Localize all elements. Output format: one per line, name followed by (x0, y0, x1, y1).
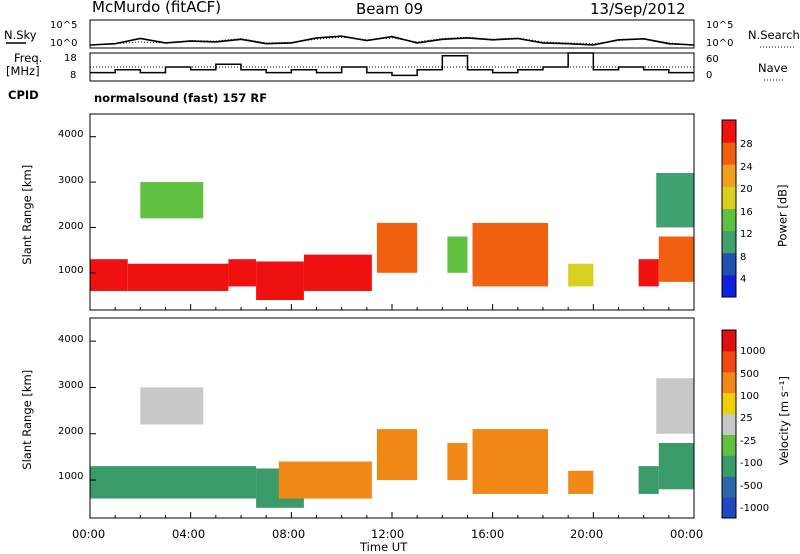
freq-left-label: Freq. (14, 51, 43, 65)
velocity-panel-cell (638, 466, 659, 494)
power-colorbar-frame (721, 119, 737, 298)
power-ytick-1000: 1000 (58, 265, 84, 276)
power-colorbar-swatch (722, 230, 736, 254)
noise-right-tick-bottom: 10^0 (706, 38, 734, 49)
velocity-cbar-tick-100: 100 (740, 391, 760, 402)
velocity-ytick-1000: 1000 (58, 471, 84, 482)
velocity-panel-cell (447, 443, 468, 481)
velocity-panel-cell (472, 429, 549, 494)
xtick-0800: 08:00 (272, 527, 306, 541)
xaxis-label: Time UT (360, 540, 408, 554)
power-panel-cell (228, 259, 257, 287)
noise-series-line (89, 36, 695, 46)
velocity-panel-cell (656, 378, 694, 434)
noise-panel-frame (89, 19, 695, 49)
velocity-colorbar-swatch (722, 371, 736, 394)
power-ytick-3000: 3000 (58, 175, 84, 186)
cpid-label: CPID (8, 88, 39, 102)
power-panel-cell (140, 182, 204, 219)
velocity-colorbar-swatch (722, 413, 736, 435)
power-colorbar-swatch (722, 252, 736, 276)
beam-title: Beam 09 (356, 0, 424, 18)
xtick-1600: 16:00 (471, 527, 505, 541)
velocity-cbar-tick-neg1000: -1000 (740, 503, 770, 514)
power-colorbar-swatch (722, 142, 736, 165)
nave-right-label: Nave (758, 61, 788, 75)
power-cbar-tick-16: 16 (740, 207, 753, 218)
power-colorbar-swatch (722, 120, 736, 143)
xtick-1200: 12:00 (371, 527, 405, 541)
xtick-2400: 00:00 (670, 527, 704, 541)
velocity-ytick-4000: 4000 (58, 334, 84, 345)
velocity-panel-cell (140, 387, 204, 425)
power-panel-cell (127, 263, 229, 291)
velocity-colorbar-frame (721, 329, 737, 519)
power-panel-cell (656, 172, 694, 228)
power-panel-cell (447, 236, 468, 273)
velocity-cbar-tick-500: 500 (740, 369, 760, 380)
power-panel-cell (568, 263, 594, 287)
velocity-colorbar-swatch (722, 350, 736, 373)
freq-left-unit: [MHz] (6, 64, 40, 78)
freq-series-line (90, 52, 694, 77)
power-cbar-tick-12: 12 (740, 229, 753, 240)
power-panel-cell (638, 259, 659, 287)
power-cbar-tick-20: 20 (740, 184, 753, 195)
date-title: 13/Sep/2012 (590, 0, 686, 18)
station-title: McMurdo (fitACF) (92, 0, 222, 16)
noise-left-label: N.Sky (4, 28, 37, 42)
power-panel-cell (303, 254, 372, 291)
power-ytick-2000: 2000 (58, 221, 84, 232)
noise-left-tick-bottom: 10^0 (50, 38, 78, 49)
power-cbar-tick-24: 24 (740, 162, 753, 173)
noise-left-tick-top: 10^5 (50, 20, 78, 31)
velocity-colorbar-swatch (722, 434, 736, 456)
power-panel-cell (472, 222, 549, 287)
velocity-panel-cell (376, 429, 418, 481)
velocity-panel-cell (658, 443, 694, 490)
power-colorbar-swatch (722, 186, 736, 209)
velocity-cbar-tick-neg100: -100 (740, 458, 763, 469)
power-panel-cell (658, 236, 694, 282)
freq-right-tick-bottom: 0 (706, 70, 713, 81)
power-ytick-4000: 4000 (58, 129, 84, 140)
velocity-cbar-tick-1000: 1000 (740, 346, 766, 357)
power-colorbar-swatch (722, 164, 736, 187)
freq-left-tick-bottom: 8 (70, 70, 77, 81)
velocity-colorbar-swatch (722, 476, 736, 498)
velocity-cbar-tick-neg25: -25 (740, 436, 757, 447)
xtick-0000: 00:00 (72, 527, 106, 541)
power-cbar-tick-4: 4 (740, 274, 747, 285)
velocity-ytick-3000: 3000 (58, 380, 84, 391)
velocity-panel-cell (278, 461, 372, 499)
power-panel-cell (256, 261, 304, 301)
power-cbar-tick-28: 28 (740, 139, 753, 150)
velocity-ytick-2000: 2000 (58, 426, 84, 437)
velocity-panel-cell (568, 470, 594, 494)
velocity-colorbar-swatch (722, 392, 736, 415)
freq-left-tick-top: 18 (64, 53, 77, 64)
xtick-2000: 20:00 (570, 527, 604, 541)
noise-series-line (89, 35, 695, 46)
velocity-cbar-tick-25: 25 (740, 413, 753, 424)
velocity-cbar-tick-neg500: -500 (740, 481, 763, 492)
power-panel-cell (90, 259, 128, 291)
noise-right-tick-top: 10^5 (706, 20, 734, 31)
freq-right-tick-top: 60 (706, 54, 719, 65)
velocity-colorbar-swatch (722, 497, 736, 519)
power-colorbar-swatch (722, 208, 736, 232)
power-colorbar-swatch (722, 274, 736, 298)
velocity-colorbar-swatch (722, 455, 736, 477)
cpid-text: normalsound (fast) 157 RF (94, 91, 268, 105)
velocity-panel-cell (90, 466, 257, 499)
xtick-0400: 04:00 (172, 527, 206, 541)
velocity-colorbar-swatch (722, 330, 736, 352)
power-panel-cell (376, 222, 418, 273)
noise-right-label: N.Search (748, 28, 800, 42)
power-cbar-tick-8: 8 (740, 252, 747, 263)
